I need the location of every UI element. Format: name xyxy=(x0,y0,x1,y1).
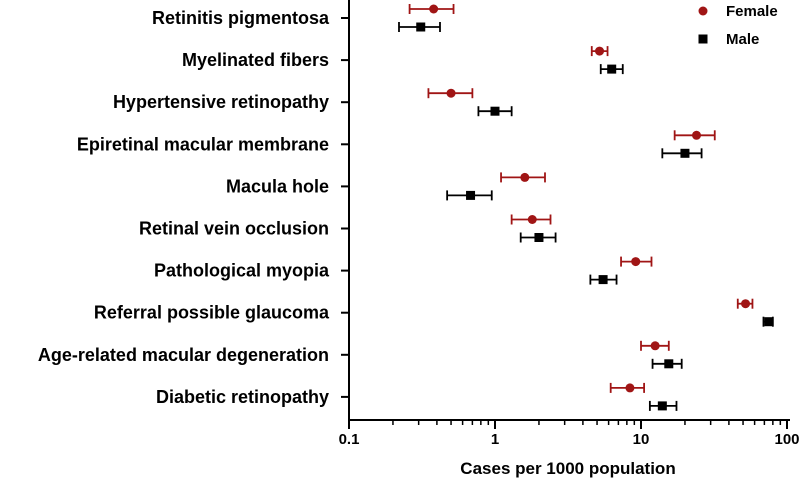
data-point xyxy=(520,172,530,182)
data-point xyxy=(534,233,544,242)
x-tick-label: 1 xyxy=(491,431,499,448)
data-point xyxy=(692,130,702,140)
category-label: Diabetic retinopathy xyxy=(156,387,329,407)
data-point xyxy=(598,275,608,285)
series-female xyxy=(408,4,754,393)
data-point xyxy=(466,190,476,200)
category-label: Myelinated fibers xyxy=(182,50,329,70)
data-point xyxy=(416,22,426,32)
category-label: Retinal vein occlusion xyxy=(139,219,329,239)
data-point xyxy=(490,106,500,116)
category-label: Referral possible glaucoma xyxy=(94,303,330,323)
legend-label-female: Female xyxy=(726,3,778,20)
data-point xyxy=(657,401,667,411)
category-label: Macula hole xyxy=(226,176,329,196)
legend-marker-male xyxy=(698,34,708,44)
x-tick-label: 10 xyxy=(633,431,650,448)
legend: Female Male xyxy=(698,3,778,48)
data-point xyxy=(764,317,774,327)
data-point xyxy=(446,88,456,98)
data-point xyxy=(631,257,641,267)
data-point xyxy=(595,46,605,56)
category-label: Age-related macular degeneration xyxy=(38,345,329,365)
data-point xyxy=(625,383,635,393)
data-point xyxy=(527,215,537,224)
data-point xyxy=(680,148,690,158)
legend-label-male: Male xyxy=(726,31,759,48)
x-tick-label: 0.1 xyxy=(339,431,360,448)
legend-marker-female xyxy=(698,6,708,16)
data-point xyxy=(741,299,751,309)
data-point xyxy=(429,4,439,14)
x-axis-title: Cases per 1000 population xyxy=(460,459,675,478)
category-label: Epiretinal macular membrane xyxy=(77,134,329,154)
category-label: Hypertensive retinopathy xyxy=(113,92,329,112)
series-male xyxy=(398,22,774,411)
category-label: Retinitis pigmentosa xyxy=(152,8,330,28)
data-point xyxy=(650,341,660,351)
category-label: Pathological myopia xyxy=(154,261,330,281)
x-tick-label: 100 xyxy=(774,431,799,448)
data-point xyxy=(607,64,617,74)
data-point xyxy=(664,359,674,369)
